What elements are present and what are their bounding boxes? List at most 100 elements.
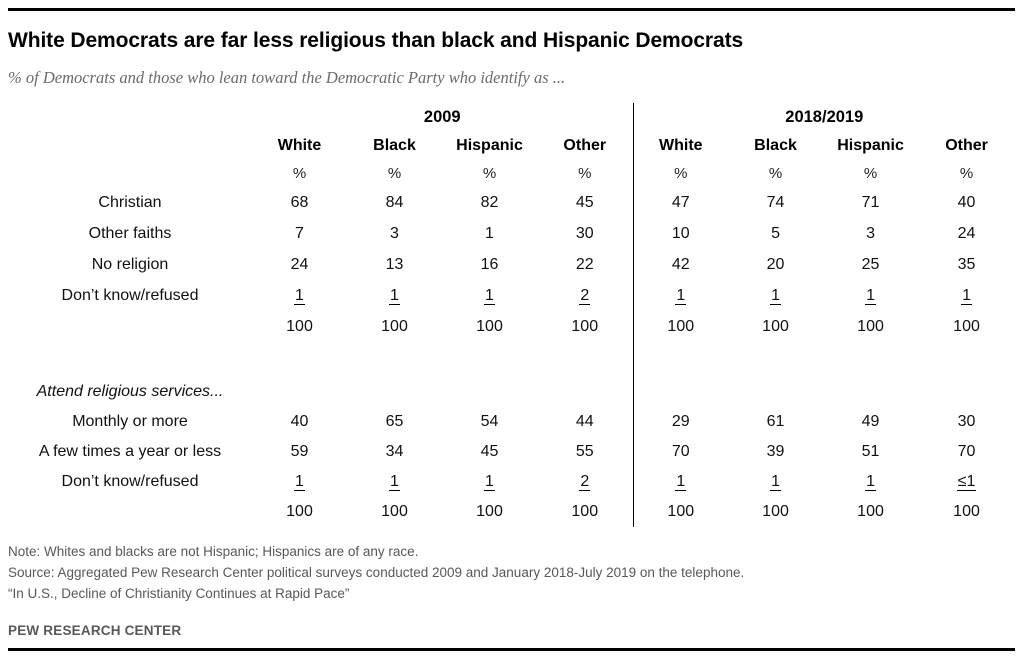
total-cell: 100: [286, 503, 313, 520]
row-label: No religion: [91, 255, 169, 273]
value-cell: 42: [671, 255, 690, 273]
source-line: Source: Aggregated Pew Research Center p…: [8, 565, 745, 580]
report-title-line: “In U.S., Decline of Christianity Contin…: [8, 586, 350, 601]
value-cell: 1: [961, 286, 972, 305]
value-cell: 54: [480, 413, 499, 430]
unit-cell: %: [482, 165, 497, 182]
unit-cell: %: [292, 165, 307, 182]
value-cell: 1: [294, 286, 305, 305]
value-cell: 40: [957, 193, 976, 211]
empty-cell: [252, 342, 634, 376]
value-cell: 3: [390, 224, 399, 242]
spacer-row: [8, 342, 1015, 376]
group-header-row: 2009 2018/2019: [8, 103, 1015, 131]
total-cell: 100: [953, 317, 980, 335]
total-cell: 100: [381, 503, 408, 520]
value-cell: 2: [537, 280, 634, 311]
value-cell: 40: [290, 413, 309, 430]
value-cell: 74: [766, 193, 785, 211]
value-cell: 5: [771, 224, 780, 242]
value-cell: 24: [290, 255, 309, 273]
table-row-few-times: A few times a year or less 59 34 45 55 7…: [8, 437, 1015, 467]
value-cell: 51: [861, 443, 880, 460]
value-cell: 68: [290, 193, 309, 211]
unit-cell: %: [768, 165, 783, 182]
value-cell: 1: [865, 286, 876, 305]
total-cell: 100: [762, 317, 789, 335]
row-label: Christian: [98, 193, 162, 211]
value-cell: 30: [537, 218, 634, 249]
column-header: Other: [537, 131, 634, 160]
table-row-dont-know-1: Don’t know/refused 1 1 1 2 1 1 1 1: [8, 280, 1015, 311]
note-line: Note: Whites and blacks are not Hispanic…: [8, 544, 419, 559]
total-cell: 100: [476, 503, 503, 520]
total-cell: 100: [286, 317, 313, 335]
total-cell: 100: [857, 503, 884, 520]
total-cell: 100: [762, 503, 789, 520]
row-label: [8, 497, 252, 527]
value-cell: 59: [290, 443, 309, 460]
value-cell: 1: [675, 473, 687, 491]
row-label: A few times a year or less: [38, 443, 222, 460]
bottom-rule: [8, 648, 1015, 651]
value-cell: 45: [480, 443, 499, 460]
value-cell: 1: [865, 473, 876, 491]
value-cell: 44: [537, 407, 634, 437]
total-cell: 100: [953, 503, 980, 520]
row-label: Don’t know/refused: [61, 473, 199, 490]
value-cell: 49: [861, 413, 880, 430]
total-cell: 100: [667, 503, 695, 520]
column-header: Black: [754, 136, 797, 154]
value-cell: 61: [766, 413, 785, 430]
value-cell: 1: [294, 473, 305, 491]
unit-cell: %: [387, 165, 402, 182]
brand-pew-research-center: PEW RESEARCH CENTER: [8, 623, 182, 638]
value-cell: 1: [389, 473, 400, 491]
value-cell: 84: [385, 193, 404, 211]
unit-cell: %: [537, 160, 634, 187]
footer-notes: Note: Whites and blacks are not Hispanic…: [8, 541, 1015, 641]
table-row-dont-know-2: Don’t know/refused 1 1 1 2 1 1 1 ≤1: [8, 467, 1015, 497]
column-header: Other: [945, 136, 988, 154]
row-label: Other faiths: [88, 224, 172, 242]
value-cell: 7: [295, 224, 304, 242]
value-cell: 71: [861, 193, 880, 211]
empty-cell: [8, 160, 252, 187]
column-header-row: White Black Hispanic Other White Black H…: [8, 131, 1015, 160]
data-table: 2009 2018/2019 White Black Hispanic Othe…: [8, 103, 1015, 527]
empty-cell: [633, 342, 1015, 376]
empty-cell: [8, 342, 252, 376]
column-header: Black: [373, 136, 416, 154]
value-cell: 10: [671, 224, 690, 242]
total-cell: 100: [857, 317, 884, 335]
table-row-no-religion: No religion 24 13 16 22 42 20 25 35: [8, 249, 1015, 280]
empty-cell: [8, 131, 252, 160]
table-row-total-1: 100 100 100 100 100 100 100 100: [8, 311, 1015, 342]
empty-cell: [8, 103, 252, 131]
column-header: White: [659, 136, 703, 154]
value-cell: 25: [861, 255, 880, 273]
value-cell: 1: [770, 286, 781, 305]
total-cell: 100: [537, 311, 634, 342]
table-row-christian: Christian 68 84 82 45 47 74 71 40: [8, 187, 1015, 218]
value-cell: 39: [766, 443, 785, 460]
page-title: White Democrats are far less religious t…: [8, 29, 744, 52]
total-cell: 100: [476, 317, 503, 335]
section-heading: Attend religious services...: [36, 382, 224, 400]
value-cell: 82: [480, 193, 499, 211]
value-cell: 13: [385, 255, 404, 273]
value-cell: 1: [770, 473, 781, 491]
value-cell: 70: [671, 443, 690, 460]
table-row-other-faiths: Other faiths 7 3 1 30 10 5 3 24: [8, 218, 1015, 249]
top-rule: [8, 8, 1015, 11]
unit-cell: %: [959, 165, 974, 182]
empty-cell: [633, 376, 1015, 407]
group-header-2009: 2009: [252, 103, 634, 131]
group-header-2018-2019: 2018/2019: [785, 107, 864, 126]
table-row-monthly-or-more: Monthly or more 40 65 54 44 29 61 49 30: [8, 407, 1015, 437]
value-cell: 65: [385, 413, 404, 430]
value-cell: 47: [671, 193, 690, 211]
total-cell: 100: [381, 317, 408, 335]
row-label: Monthly or more: [72, 413, 188, 430]
